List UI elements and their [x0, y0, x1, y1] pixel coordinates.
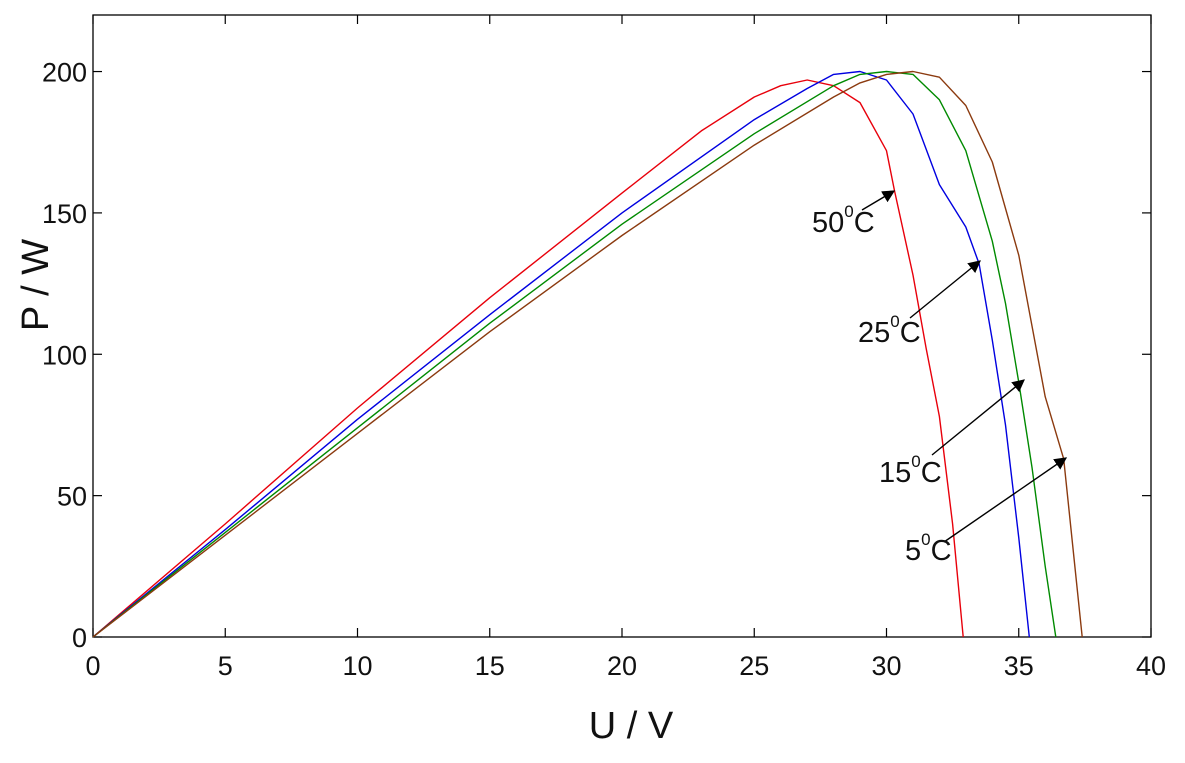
temperature-label: 250C	[858, 312, 921, 349]
x-tick-label: 0	[85, 651, 100, 681]
temperature-label: 150C	[879, 452, 942, 489]
annotation-arrow	[931, 379, 1025, 456]
series-line	[92, 70, 1030, 638]
x-tick-label: 30	[871, 651, 901, 681]
y-tick-label: 200	[42, 58, 87, 88]
axis-ticks: 0 5 10 15 20 25 30 35 40 0 50 100 150 200	[42, 15, 1166, 681]
temperature-label: 50C	[905, 530, 952, 567]
annotation-arrow	[943, 457, 1068, 543]
plot-area	[92, 14, 1152, 638]
x-axis-label: U / V	[589, 705, 674, 747]
annotation-arrow	[861, 190, 896, 211]
x-tick-label: 35	[1004, 651, 1034, 681]
x-tick-label: 25	[739, 651, 769, 681]
x-tick-label: 15	[475, 651, 505, 681]
y-tick-label: 0	[72, 623, 87, 653]
y-axis-label: P / W	[15, 239, 57, 331]
x-tick-label: 10	[342, 651, 372, 681]
y-tick-label: 150	[42, 199, 87, 229]
x-tick-label: 20	[607, 651, 637, 681]
curve-annotations: 500C 250C 150C 50C	[812, 190, 1068, 567]
x-tick-label: 40	[1136, 651, 1166, 681]
temperature-label: 500C	[812, 202, 875, 239]
series-line	[92, 70, 1083, 638]
series-line	[92, 79, 964, 638]
annotation-arrow	[909, 260, 981, 319]
x-tick-label: 5	[218, 651, 233, 681]
y-tick-label: 50	[57, 482, 87, 512]
y-tick-label: 100	[42, 340, 87, 370]
series-lines	[92, 70, 1083, 638]
